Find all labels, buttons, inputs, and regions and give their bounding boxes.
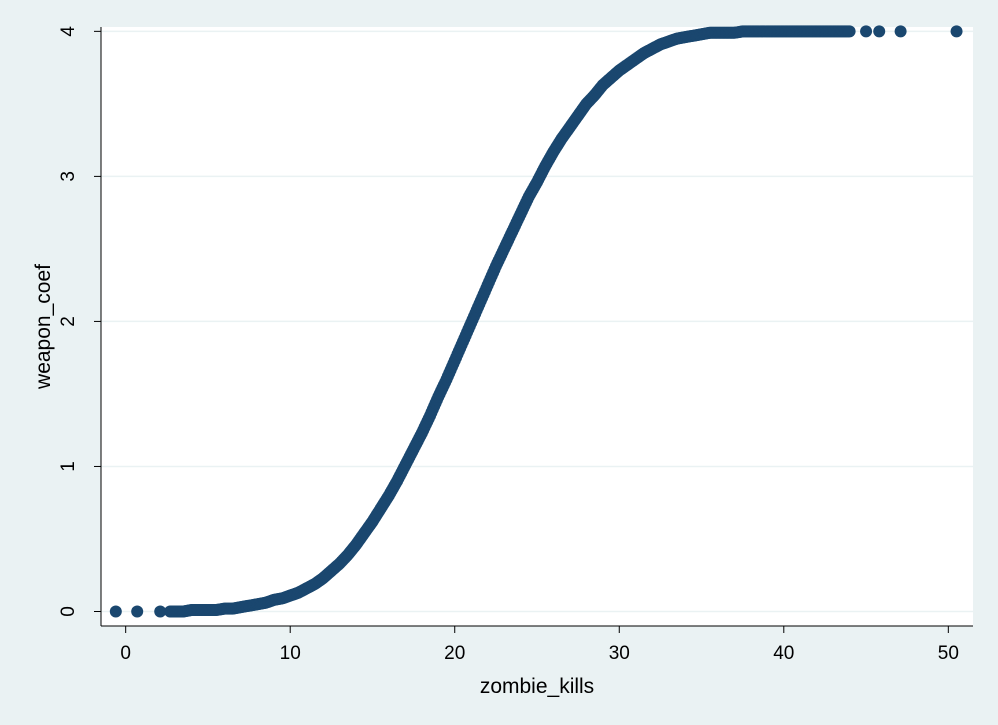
data-point bbox=[860, 25, 873, 38]
data-point bbox=[894, 25, 907, 38]
x-tick-label: 20 bbox=[444, 643, 465, 664]
y-tick-label: 0 bbox=[58, 606, 79, 617]
data-points bbox=[109, 25, 963, 618]
plot-area bbox=[101, 27, 973, 626]
y-axis-title: weapon_coef bbox=[32, 264, 55, 390]
x-tick-label: 30 bbox=[609, 643, 630, 664]
x-tick-label: 40 bbox=[773, 643, 794, 664]
data-point bbox=[109, 605, 122, 618]
x-tick-label: 10 bbox=[280, 643, 301, 664]
y-tick-label: 1 bbox=[58, 461, 79, 472]
y-tick-label: 3 bbox=[58, 171, 79, 182]
x-tick-label: 50 bbox=[938, 643, 959, 664]
data-point bbox=[873, 25, 886, 38]
y-tick-label: 4 bbox=[58, 26, 79, 37]
data-point bbox=[154, 605, 167, 618]
data-point bbox=[131, 605, 144, 618]
x-tick-label: 0 bbox=[120, 643, 131, 664]
data-point bbox=[950, 25, 963, 38]
x-axis-title: zombie_kills bbox=[480, 675, 594, 698]
axes: 0 10 20 30 40 50 0 1 2 3 4 bbox=[58, 26, 973, 664]
y-tick-label: 2 bbox=[58, 316, 79, 327]
data-point bbox=[843, 25, 856, 38]
